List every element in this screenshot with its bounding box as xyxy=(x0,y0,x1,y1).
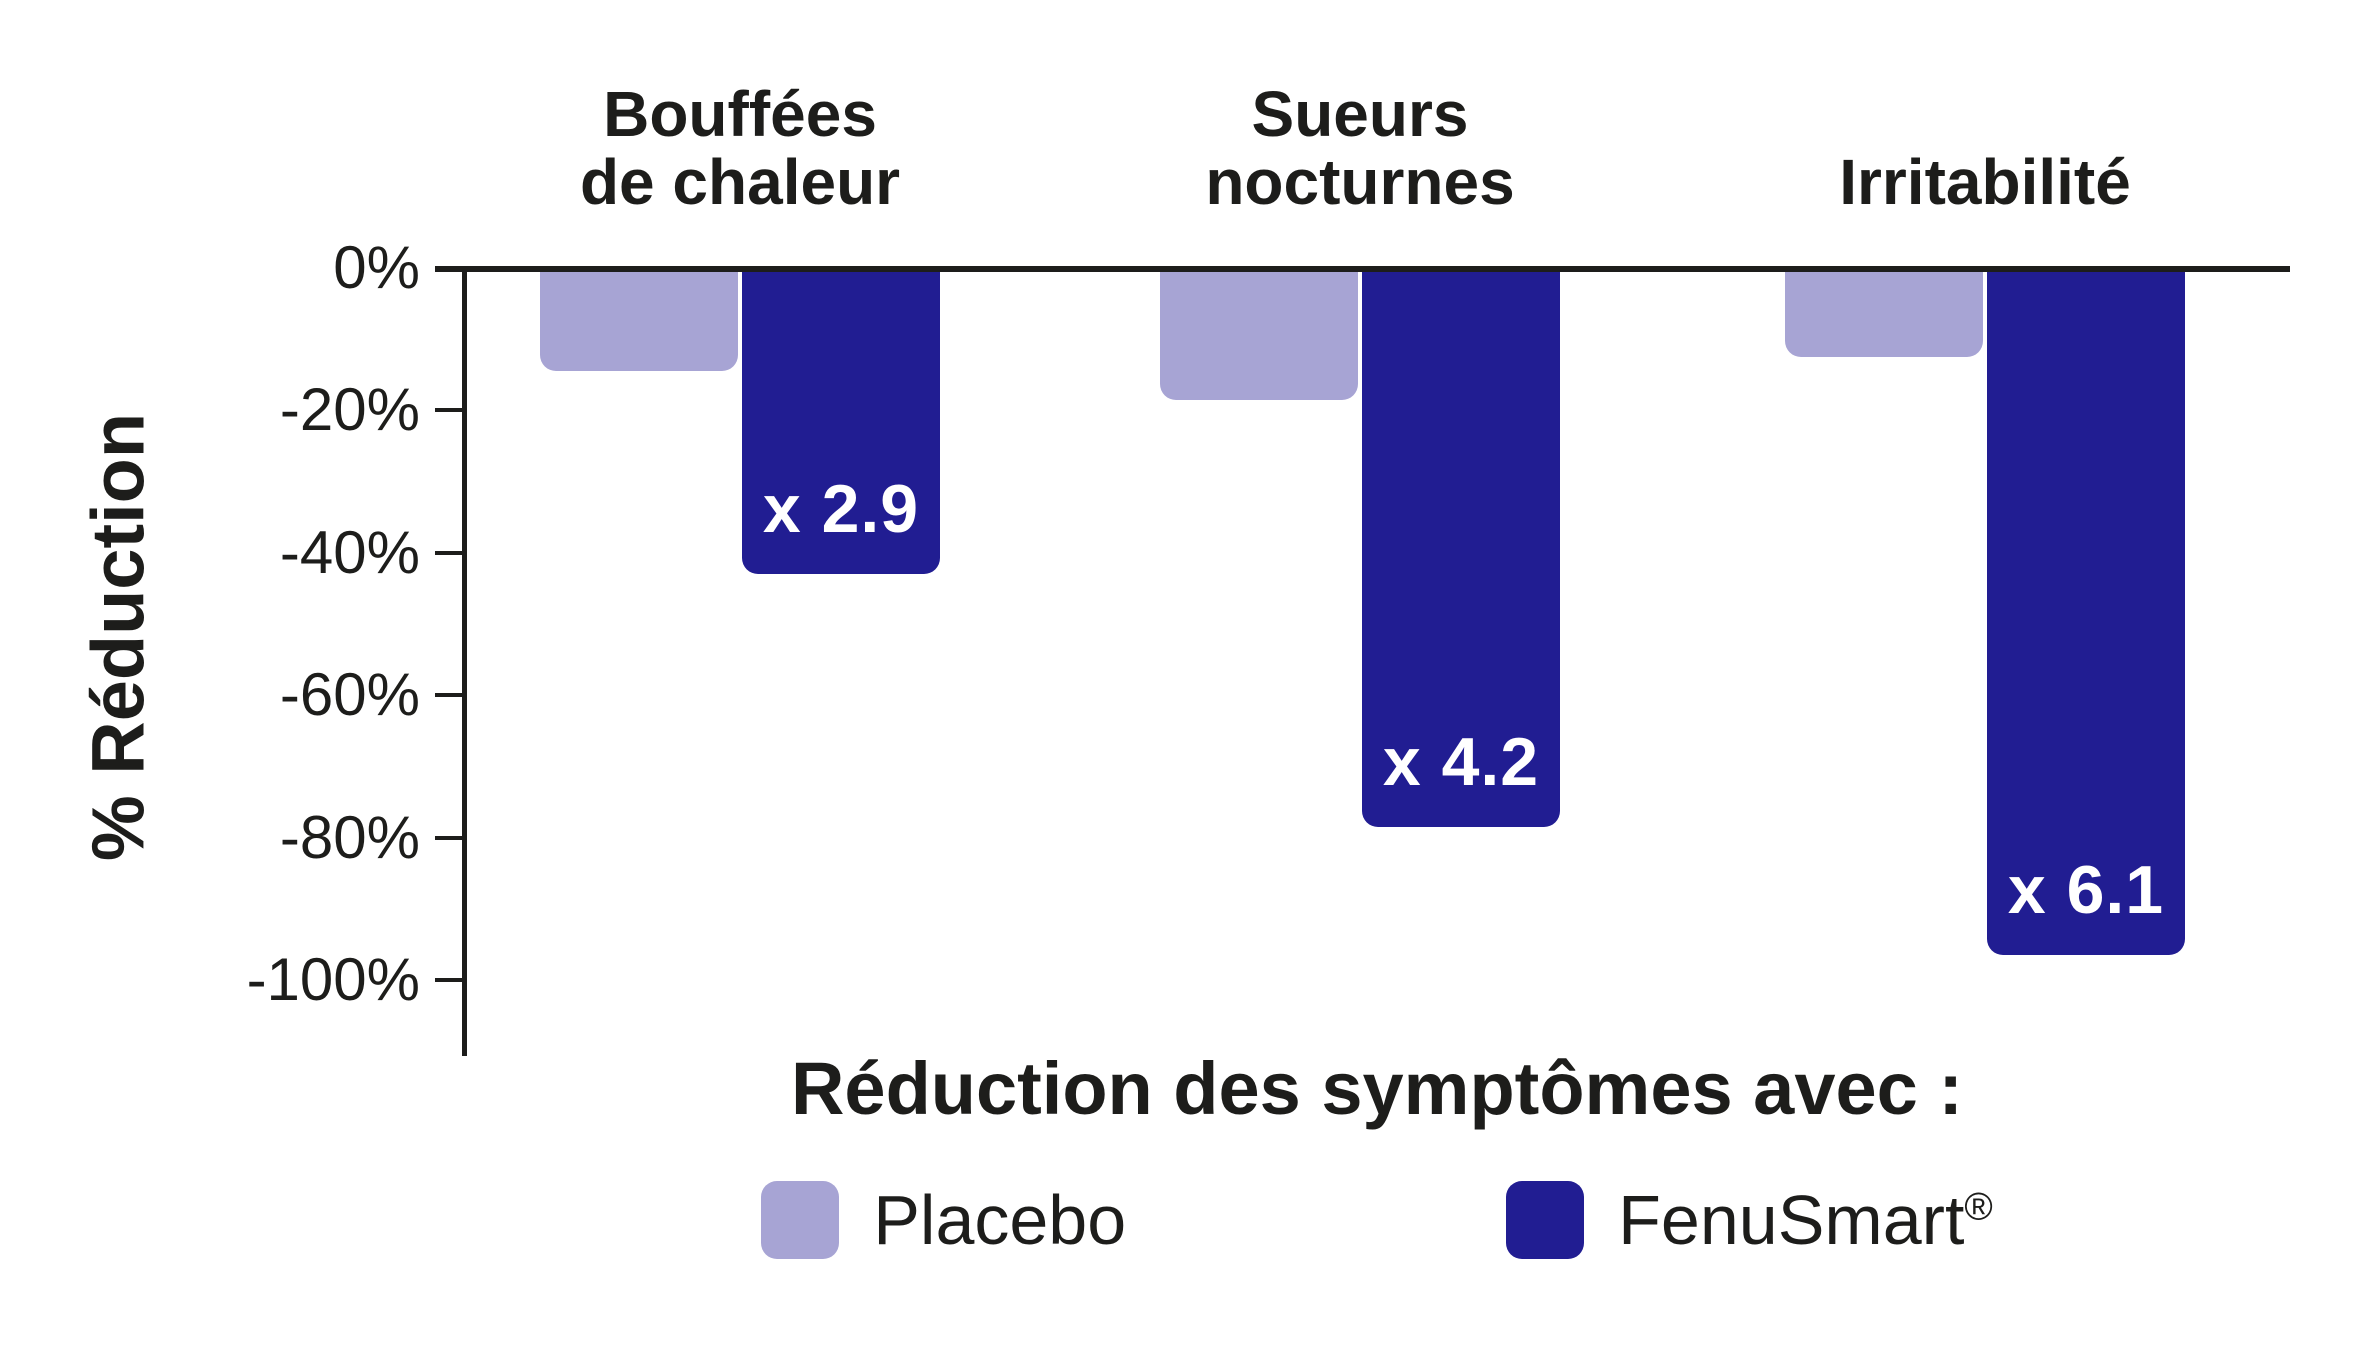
y-tick-label: -40% xyxy=(279,518,420,586)
legend-swatch xyxy=(761,1181,840,1259)
multiplier-label: x 4.2 xyxy=(1382,723,1540,800)
fenusmart-bar: x 4.2 xyxy=(1362,268,1560,827)
y-axis-spine xyxy=(462,266,467,1056)
legend-label: Placebo xyxy=(873,1181,1127,1259)
fenusmart-bar: x 6.1 xyxy=(1987,268,2185,956)
legend-swatch xyxy=(1506,1181,1585,1259)
y-axis-title: % Réduction xyxy=(76,412,160,862)
legend-title: Réduction des symptômes avec : xyxy=(790,1047,1964,1130)
category-label-line: de chaleur xyxy=(579,146,901,218)
placebo-bar xyxy=(1785,268,1983,357)
legend-item: FenuSmart® xyxy=(1506,1180,1993,1260)
category-label-line: Irritabilité xyxy=(1839,146,2131,218)
category-label: Irritabilité xyxy=(1685,38,2285,216)
category-label-line: nocturnes xyxy=(1205,146,1515,218)
legend-label: FenuSmart® xyxy=(1618,1181,1993,1259)
y-tick-label: -100% xyxy=(246,946,420,1013)
y-tick-label: -80% xyxy=(279,803,420,871)
placebo-bar xyxy=(1160,268,1358,400)
category-label: Sueurs nocturnes xyxy=(1060,38,1660,216)
fenusmart-bar: x 2.9 xyxy=(742,268,940,575)
legend-item: Placebo xyxy=(761,1180,1126,1260)
x-axis-zero-line xyxy=(435,266,2290,272)
y-axis-tick xyxy=(435,408,465,413)
y-tick-label: -60% xyxy=(279,661,420,729)
y-axis-tick xyxy=(435,550,465,555)
y-axis-tick xyxy=(435,978,465,982)
registered-trademark-symbol: ® xyxy=(1964,1185,1993,1229)
category-label: Bouffées de chaleur xyxy=(440,38,1040,216)
y-axis-tick xyxy=(435,835,465,840)
y-tick-label: 0% xyxy=(333,234,420,301)
category-label-line: Bouffées xyxy=(603,78,877,150)
legend-row: Placebo FenuSmart® xyxy=(420,1180,2334,1260)
category-label-line: Sueurs xyxy=(1251,78,1469,150)
y-tick-label: -20% xyxy=(279,376,420,444)
y-axis-tick xyxy=(435,693,465,698)
multiplier-label: x 2.9 xyxy=(762,471,920,548)
multiplier-label: x 6.1 xyxy=(2007,852,2165,929)
placebo-bar xyxy=(540,268,738,372)
